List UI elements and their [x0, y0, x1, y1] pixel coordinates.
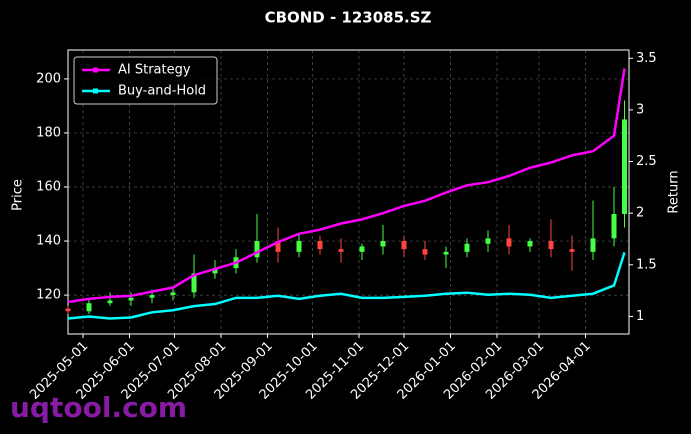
candle-body [527, 241, 533, 247]
candle-body [191, 273, 197, 293]
y-axis-label: Price [11, 179, 26, 211]
y-tick-label: 180 [36, 125, 61, 140]
candle-body [611, 214, 617, 239]
legend-label: Buy-and-Hold [118, 84, 206, 99]
candle-body [464, 243, 470, 252]
candle-body [590, 238, 596, 252]
candle-body [170, 292, 176, 296]
y2-tick-label: 3.5 [636, 51, 657, 66]
candle-body [401, 241, 407, 250]
y2-tick-label: 3 [636, 102, 644, 117]
y2-tick-label: 1.5 [636, 257, 657, 272]
candle-body [380, 241, 386, 247]
y2-tick-label: 1 [636, 309, 644, 324]
y-tick-label: 140 [36, 234, 61, 249]
candle-body [569, 249, 575, 252]
candle-body [212, 268, 218, 274]
watermark: uqtool.com [10, 391, 187, 424]
y-tick-label: 120 [36, 288, 61, 303]
candle-body [359, 246, 365, 252]
y2-axis-label: Return [667, 170, 682, 213]
candle-body [485, 238, 491, 244]
legend-marker [93, 88, 98, 94]
candle-body [548, 241, 554, 250]
candle-body [317, 241, 323, 250]
candle-body [254, 241, 260, 258]
candle-body [65, 308, 71, 312]
y2-tick-label: 2 [636, 206, 644, 221]
candle-body [506, 238, 512, 247]
candle-body [149, 295, 155, 298]
legend-marker [93, 67, 98, 73]
candle-body [296, 241, 302, 252]
y-tick-label: 200 [36, 71, 61, 86]
candle-body [338, 249, 344, 252]
return-line [67, 252, 626, 320]
candle-body [86, 303, 92, 312]
chart-title: CBOND - 123085.SZ [265, 9, 432, 27]
y2-tick-label: 2.5 [636, 154, 657, 169]
candle-body [107, 300, 113, 304]
plot-frame [67, 49, 630, 335]
legend-label: AI Strategy [118, 63, 191, 78]
candle-body [622, 119, 627, 215]
candle-body [275, 241, 281, 252]
candle-body [422, 249, 428, 255]
y-tick-label: 160 [36, 180, 61, 195]
return-line [67, 68, 626, 304]
candle-body [443, 251, 449, 255]
candle-body [128, 297, 134, 301]
